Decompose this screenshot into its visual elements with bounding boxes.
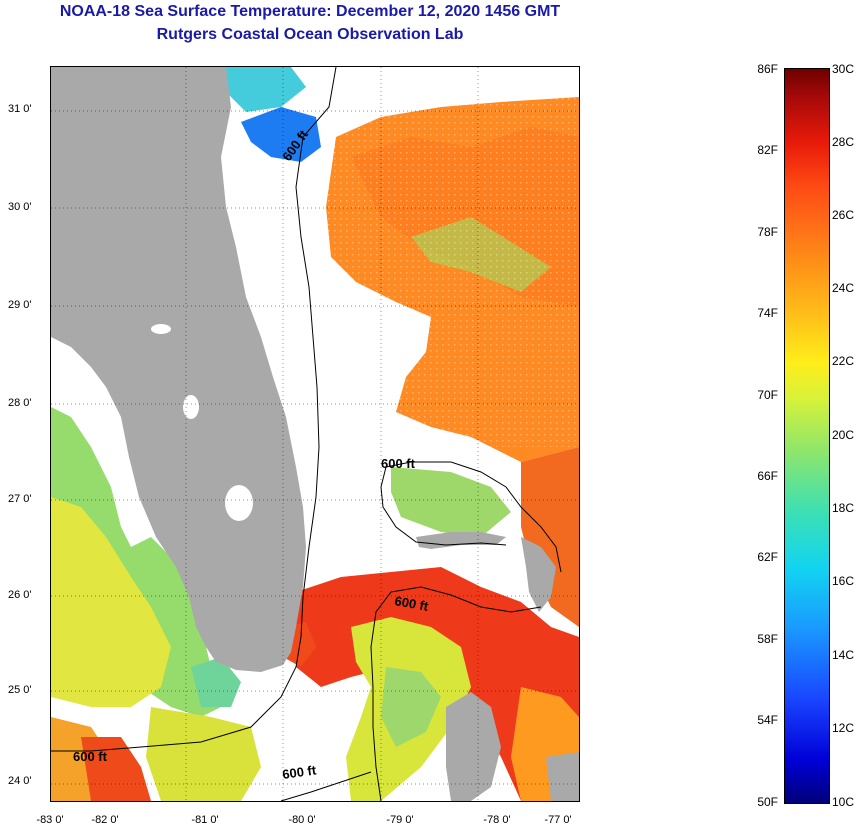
colorbar-label-62f: 62F (757, 550, 778, 564)
longitude-label-78: -78 0' (483, 814, 511, 826)
contour-label-south: 600 ft (281, 762, 317, 782)
colorbar-label-18c: 18C (832, 501, 855, 515)
colorbar-label-14c: 14C (832, 648, 855, 662)
cuba-land (546, 752, 579, 801)
green-water-channel (381, 667, 441, 747)
abaco-land (521, 537, 556, 612)
latitude-label-27: 27 0' (8, 493, 32, 505)
grand-bahama-land (416, 532, 506, 549)
colorbar-label-70f: 70F (757, 388, 778, 402)
yellow-water-south (146, 707, 261, 801)
colorbar-label-54f: 54F (757, 713, 778, 727)
colorbar-label-66f: 66F (757, 469, 778, 483)
colorbar-label-22c: 22C (832, 354, 855, 368)
latitude-label-24: 24 0' (8, 775, 32, 787)
orange-speckle (326, 97, 579, 447)
colorbar-label-82f: 82F (757, 143, 778, 157)
longitude-label-83: -83 0' (36, 814, 64, 826)
colorbar-label-16c: 16C (832, 574, 855, 588)
graticule (51, 67, 579, 801)
map-title: NOAA-18 Sea Surface Temperature: Decembe… (59, 3, 561, 20)
andros-land (446, 692, 501, 801)
isobath-600ft-east-florida (51, 67, 337, 752)
latitude-label-30: 30 0' (8, 201, 32, 213)
colorbar-label-24c: 24C (832, 281, 855, 295)
isobath-600ft-south (280, 771, 372, 801)
longitude-label-77: -77 0' (544, 814, 572, 826)
colorbar-label-74f: 74F (757, 306, 778, 320)
contour-label-great-bahama-bank: 600 ft (393, 593, 430, 614)
latitude-label-26: 26 0' (8, 589, 32, 601)
cool-water-north (226, 67, 306, 112)
colorbar-label-28c: 28C (832, 135, 855, 149)
yellow-water-west-shelf (51, 497, 171, 707)
isobath-600ft-great-bahama-bank (370, 586, 542, 801)
longitude-label-82: -82 0' (91, 814, 119, 826)
longitude-label-79: -79 0' (386, 814, 414, 826)
colorbar-label-86f: 86F (757, 62, 778, 76)
colorbar-label-26c: 26C (832, 208, 855, 222)
latitude-label-28: 28 0' (8, 397, 32, 409)
green-water-bahama-bank (391, 467, 511, 537)
white-patch-central-florida (151, 324, 171, 334)
colorbar-label-20c: 20C (832, 428, 855, 442)
sst-map-canvas: 600 ft 600 ft 600 ft 600 ft 600 ft (51, 67, 579, 801)
map-subtitle: Rutgers Coastal Ocean Observation Lab (156, 26, 464, 43)
latitude-label-31: 31 0' (8, 103, 32, 115)
colorbar-label-30c: 30C (832, 62, 855, 76)
orange-water-east (521, 447, 579, 627)
lake-okeechobee (225, 485, 253, 521)
colorbar-label-12c: 12C (832, 721, 855, 735)
sst-map: 600 ft 600 ft 600 ft 600 ft 600 ft (50, 66, 580, 802)
isobath-600ft-little-bahama-bank (380, 461, 562, 573)
longitude-label-81: -81 0' (191, 814, 219, 826)
colorbar-label-10c: 10C (832, 795, 855, 809)
colorbar-label-78f: 78F (757, 225, 778, 239)
latitude-label-25: 25 0' (8, 684, 32, 696)
colorbar-label-50f: 50F (757, 795, 778, 809)
colorbar-label-58f: 58F (757, 632, 778, 646)
red-water-southwest (81, 737, 151, 801)
contour-label-southwest: 600 ft (73, 749, 108, 764)
latitude-label-29: 29 0' (8, 299, 32, 311)
contour-label-little-bahama-bank: 600 ft (381, 456, 416, 471)
white-patch-florida-2 (183, 395, 199, 419)
florida-land (51, 67, 306, 672)
green-water-keys (191, 657, 241, 707)
longitude-label-80: -80 0' (288, 814, 316, 826)
temperature-colorbar (784, 68, 830, 804)
